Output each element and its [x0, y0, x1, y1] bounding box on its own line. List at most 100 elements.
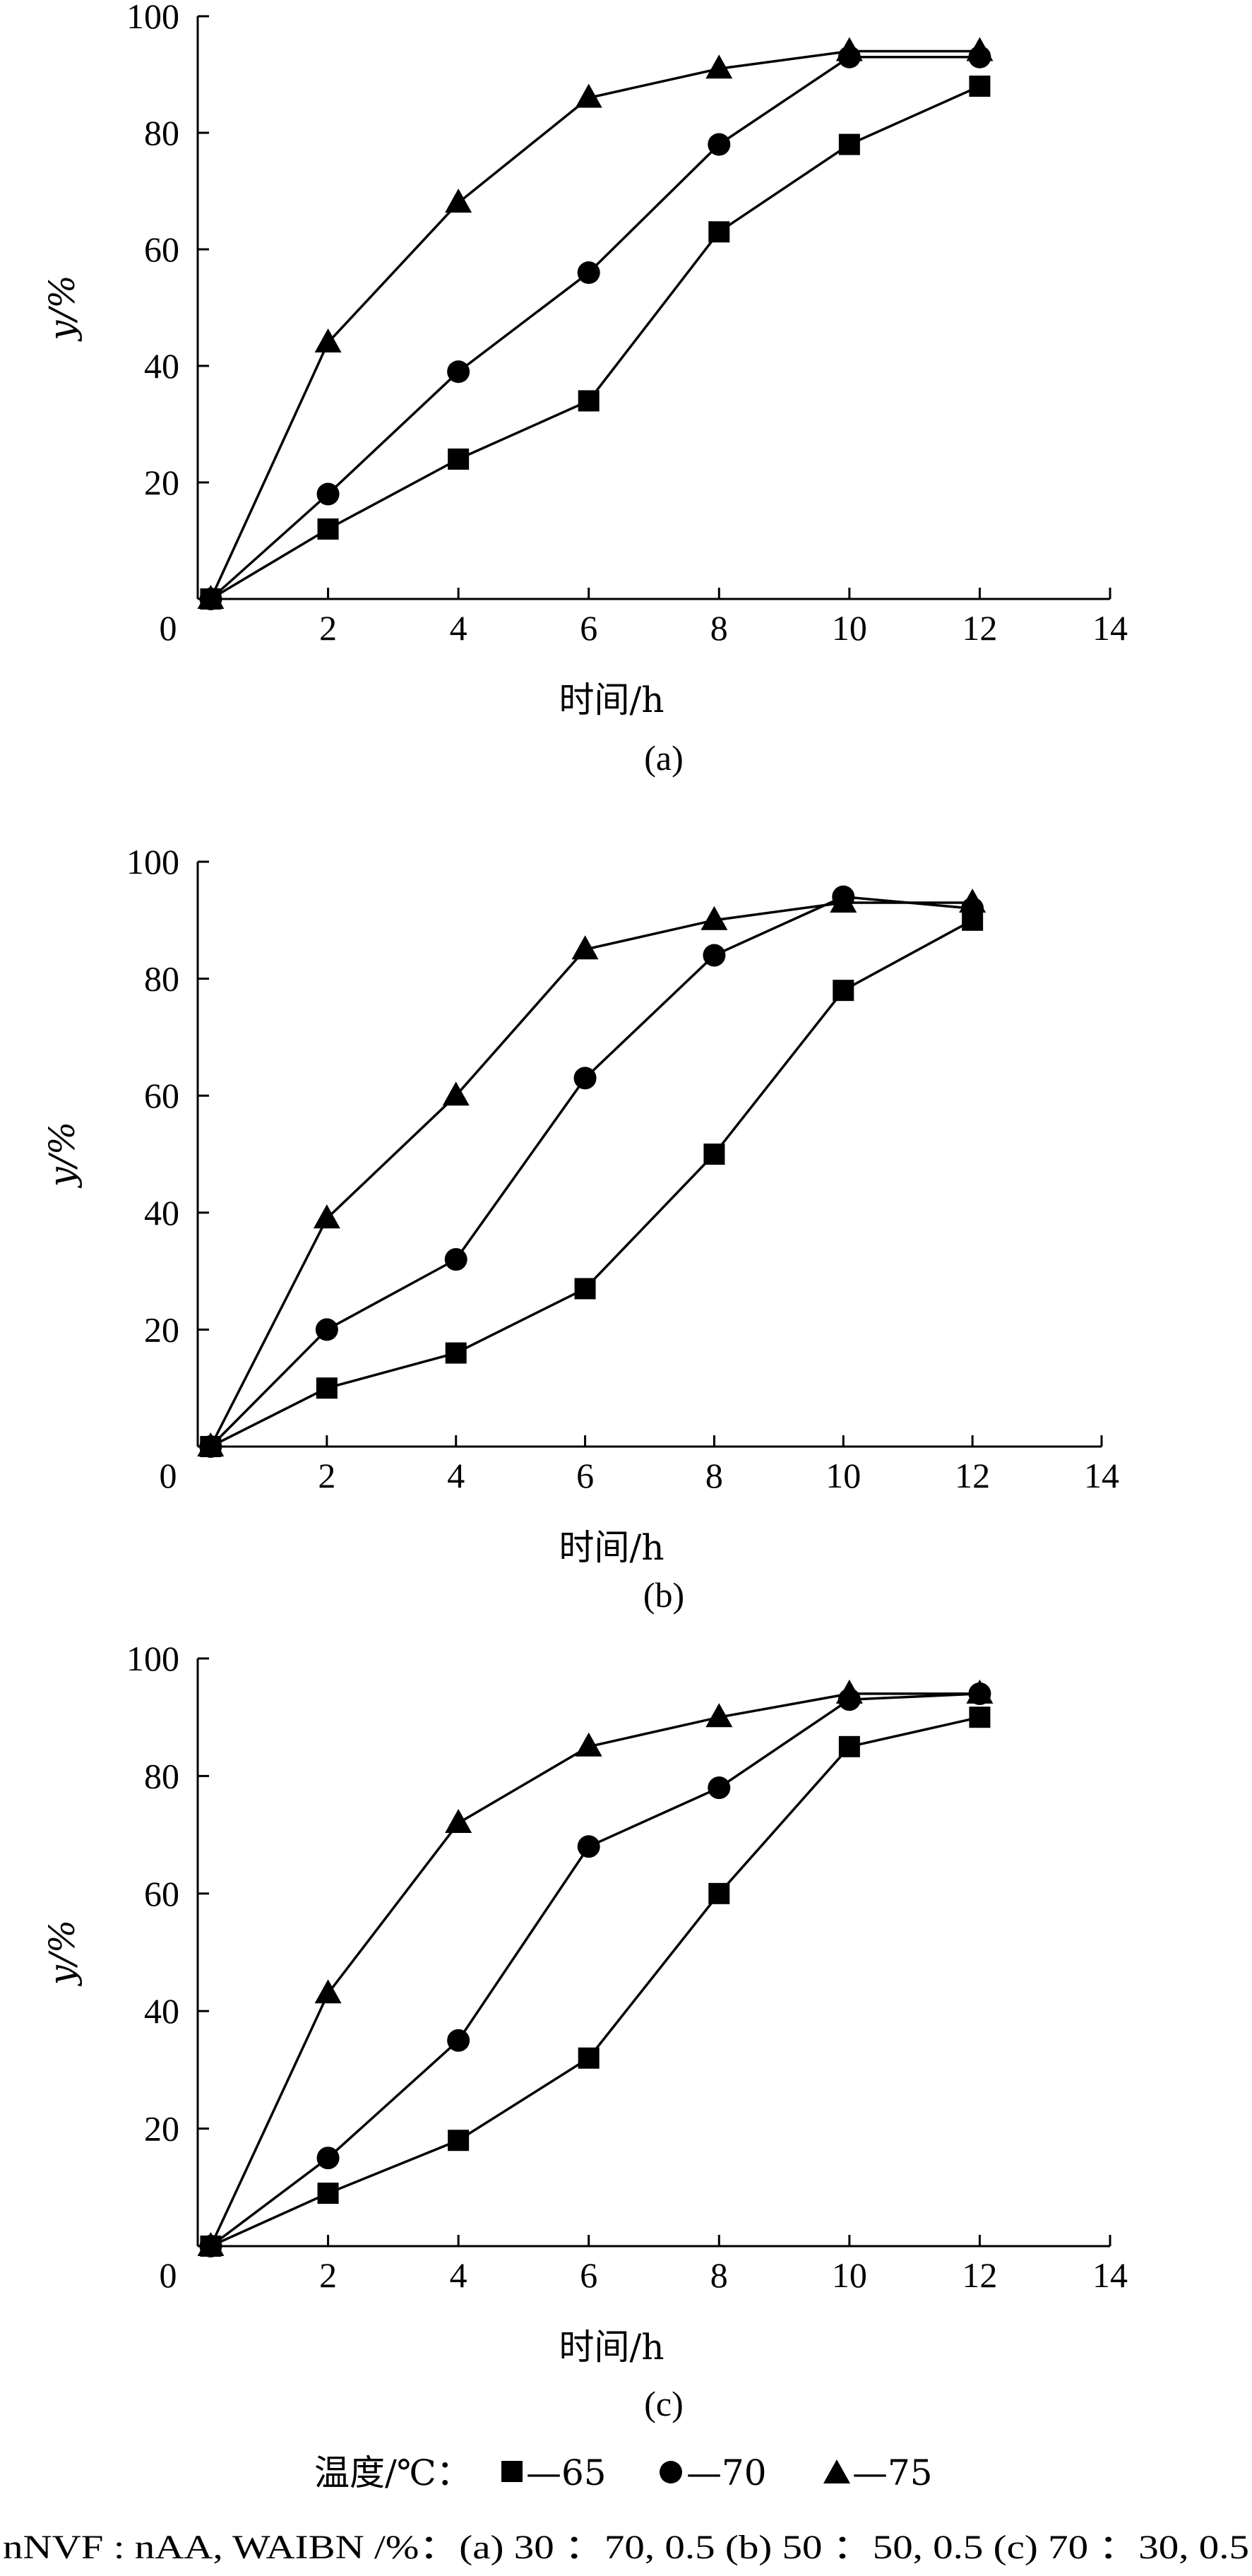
data-point-75	[571, 935, 599, 960]
y-tick-label: 80	[144, 1756, 179, 1796]
data-point-65	[317, 518, 339, 540]
data-point-65	[448, 449, 470, 470]
y-axis-title: y/%	[42, 1920, 83, 1987]
data-point-70	[577, 1835, 600, 1858]
data-point-75	[966, 1679, 994, 1704]
legend-marker-triangle	[823, 2459, 850, 2483]
data-point-70	[577, 261, 600, 284]
y-tick-label: 20	[144, 1310, 179, 1349]
x-tick-label: 4	[450, 608, 467, 648]
data-point-65	[578, 390, 600, 412]
data-point-65	[833, 980, 854, 1002]
data-point-75	[445, 1808, 472, 1833]
y-tick-label: 40	[144, 346, 179, 386]
series-line-70	[210, 895, 973, 1448]
data-point-75	[197, 1432, 225, 1456]
x-tick-label: 12	[962, 2255, 997, 2295]
y-tick-label: 20	[144, 2109, 179, 2149]
panel-label: (a)	[644, 738, 684, 778]
data-point-70	[447, 360, 470, 384]
data-point-75	[835, 37, 863, 61]
legend-label-65: —65	[526, 2452, 607, 2493]
x-tick-label: 8	[710, 608, 728, 648]
data-point-75	[835, 1679, 863, 1704]
x-tick-label: 2	[319, 608, 337, 648]
y-tick-label: 100	[126, 0, 179, 36]
x-tick-label: 0	[160, 1456, 177, 1495]
y-tick-label: 40	[144, 1193, 179, 1233]
data-point-65	[708, 1882, 730, 1904]
data-point-75	[700, 906, 728, 930]
series-line-65	[210, 919, 973, 1448]
y-tick-label: 60	[144, 1874, 179, 1913]
y-tick-label: 100	[126, 1639, 179, 1678]
data-point-65	[703, 1144, 725, 1165]
data-point-65	[838, 1735, 860, 1757]
y-tick-label: 40	[144, 1991, 179, 2031]
x-tick-label: 6	[580, 2255, 597, 2295]
x-tick-label: 10	[832, 2255, 867, 2295]
data-point-65	[969, 1707, 991, 1728]
data-point-75	[313, 1204, 340, 1229]
y-tick-label: 20	[144, 463, 179, 502]
data-point-65	[578, 2047, 600, 2069]
data-point-75	[445, 189, 472, 213]
data-point-75	[575, 1732, 602, 1757]
y-tick-label: 80	[144, 959, 179, 999]
x-tick-label: 10	[832, 608, 867, 648]
x-tick-label: 6	[576, 1456, 594, 1495]
x-tick-label: 0	[160, 608, 177, 648]
x-tick-label: 14	[1092, 2255, 1128, 2295]
data-point-70	[573, 1067, 597, 1090]
y-axis-title: y/%	[42, 1122, 83, 1189]
panel-label: (c)	[644, 2384, 684, 2423]
data-point-75	[966, 37, 994, 61]
data-point-65	[708, 221, 730, 243]
data-point-65	[969, 76, 991, 97]
data-point-75	[197, 2232, 225, 2256]
x-axis-title: 时间/h	[559, 2327, 664, 2368]
x-tick-label: 12	[962, 608, 997, 648]
data-point-75	[705, 1703, 733, 1728]
x-tick-label: 8	[705, 1456, 723, 1495]
data-point-70	[444, 1248, 467, 1271]
x-tick-label: 0	[160, 2255, 177, 2295]
y-axis-title: y/%	[42, 275, 83, 342]
y-tick-label: 60	[144, 230, 179, 269]
data-point-75	[314, 1979, 342, 2004]
legend-title: 温度/℃：	[314, 2452, 472, 2493]
data-point-75	[575, 83, 602, 108]
x-tick-label: 4	[447, 1456, 465, 1495]
data-point-70	[316, 2147, 340, 2170]
data-point-65	[838, 133, 860, 155]
legend-marker-square	[501, 2461, 523, 2482]
data-point-70	[447, 2029, 470, 2052]
data-point-70	[315, 1318, 338, 1341]
data-point-70	[708, 1776, 731, 1800]
data-point-65	[445, 1342, 467, 1364]
series-line-75	[209, 901, 973, 1447]
chart-panel-b: 0 2 4 6 8 10 12 14 20 40 60 80 100 时间/h y/% (b)	[42, 842, 1119, 1615]
data-point-75	[197, 585, 225, 609]
series-line-75	[209, 49, 980, 600]
data-point-75	[705, 54, 733, 79]
data-point-75	[314, 328, 342, 352]
data-point-70	[708, 133, 731, 156]
legend-marker-circle	[660, 2461, 682, 2483]
data-point-65	[316, 1377, 338, 1399]
legend-label-75: —75	[852, 2452, 933, 2493]
data-point-75	[830, 888, 857, 913]
x-tick-label: 14	[1092, 608, 1128, 648]
chart-panel-a: 0 2 4 6 8 10 12 14 20 40 60 80 100 时间/h y/% (a)	[42, 0, 1128, 778]
data-point-75	[959, 888, 986, 913]
data-point-70	[316, 482, 340, 506]
panel-label: (b)	[643, 1575, 684, 1615]
y-tick-label: 80	[144, 113, 179, 153]
x-tick-label: 12	[955, 1456, 990, 1495]
y-tick-label: 100	[126, 842, 179, 882]
x-tick-label: 10	[825, 1456, 861, 1495]
x-tick-label: 14	[1084, 1456, 1119, 1495]
data-point-70	[703, 944, 726, 967]
x-axis-title: 时间/h	[559, 679, 664, 720]
